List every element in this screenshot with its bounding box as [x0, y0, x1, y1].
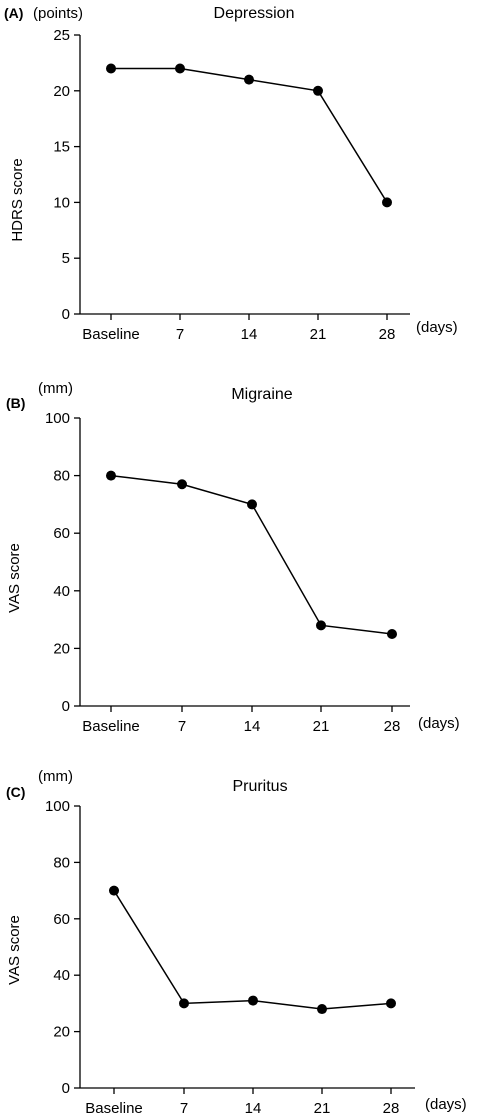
- panel-b-data-point: [247, 499, 257, 510]
- panel-c-x-tick-label: 21: [314, 1100, 331, 1117]
- panel-c-x-ticks: Baseline 7 14 21 28: [85, 1088, 399, 1117]
- panel-b-data-point: [106, 470, 116, 481]
- panel-c: (C) (mm) Pruritus VAS score (days) 0 20 40…: [6, 768, 467, 1117]
- panel-c-axes: [79, 806, 415, 1089]
- panel-b-x-tick-label: 28: [384, 718, 401, 735]
- panel-a-data-point: [175, 63, 185, 74]
- panel-c-x-tick-label: 7: [180, 1100, 188, 1117]
- panel-b-y-tick-label: 100: [45, 410, 70, 427]
- panel-a-x-ticks: Baseline 7 14 21 28: [82, 314, 395, 343]
- panel-b-y-unit: (mm): [38, 380, 73, 397]
- panel-a-series: [106, 63, 392, 208]
- panel-b-data-point: [387, 629, 397, 639]
- panel-c-y-tick-label: 20: [53, 1024, 70, 1041]
- panel-a-title: Depression: [214, 5, 295, 22]
- panel-c-y-unit: (mm): [38, 768, 73, 785]
- panel-b-data-point: [177, 479, 187, 490]
- panel-a-series-line: [111, 67, 388, 203]
- panel-a-y-tick-label: 5: [62, 250, 70, 267]
- panel-b-title: Migraine: [231, 386, 292, 403]
- panel-c-x-tick-label: Baseline: [85, 1100, 143, 1117]
- panel-a-y-tick-label: 15: [53, 139, 70, 156]
- panel-c-data-point: [109, 885, 119, 896]
- panel-c-y-tick-label: 80: [53, 854, 70, 871]
- panel-a-x-tick-label: Baseline: [82, 326, 140, 343]
- panel-a-data-point: [106, 63, 116, 74]
- panel-a-data-point: [313, 85, 323, 96]
- panel-b-y-ticks: 0 20 40 60 80 100: [45, 410, 80, 715]
- panel-b-axes: [79, 418, 410, 707]
- panel-b-y-label: VAS score: [6, 543, 23, 613]
- panel-b-letter: (B): [6, 395, 25, 411]
- panel-c-series: [109, 885, 396, 1015]
- panel-c-x-tick-label: 14: [245, 1100, 262, 1117]
- panel-a-y-tick-label: 0: [62, 306, 70, 323]
- panel-c-y-tick-label: 0: [62, 1080, 70, 1097]
- panel-b-y-tick-label: 20: [53, 640, 70, 657]
- panel-b-x-tick-label: Baseline: [82, 718, 140, 735]
- panel-c-x-unit: (days): [425, 1096, 467, 1113]
- panel-c-y-tick-label: 100: [45, 798, 70, 815]
- panel-b-x-tick-label: 14: [244, 718, 261, 735]
- panel-b-data-point: [316, 620, 326, 631]
- panel-c-data-point: [248, 995, 258, 1006]
- panel-a-x-tick-label: 14: [241, 326, 258, 343]
- panel-b-y-tick-label: 40: [53, 583, 70, 600]
- panel-a: (A) (points) Depression HDRS score (days…: [4, 5, 458, 343]
- panel-c-y-ticks: 0 20 40 60 80 100: [45, 798, 80, 1097]
- panel-c-data-point: [179, 998, 189, 1009]
- panel-b-x-ticks: Baseline 7 14 21 28: [82, 706, 400, 735]
- panel-b-series: [106, 470, 397, 639]
- panel-b: (B) (mm) Migraine VAS score (days) 0 20 40…: [6, 380, 460, 735]
- panel-a-x-unit: (days): [416, 319, 458, 336]
- panel-c-y-tick-label: 60: [53, 911, 70, 928]
- panel-a-y-ticks: 0 5 10 15 20 25: [53, 27, 80, 323]
- panel-c-y-tick-label: 40: [53, 967, 70, 984]
- panel-a-x-tick-label: 21: [310, 326, 327, 343]
- panel-c-series-line: [113, 890, 392, 1010]
- panel-b-x-unit: (days): [418, 715, 460, 732]
- panel-a-data-point: [382, 197, 392, 208]
- panel-a-x-tick-label: 28: [379, 326, 396, 343]
- panel-a-letter: (A): [4, 5, 23, 21]
- panel-a-y-tick-label: 20: [53, 83, 70, 100]
- panel-b-y-tick-label: 80: [53, 468, 70, 485]
- panel-a-x-tick-label: 7: [176, 326, 184, 343]
- panel-a-y-unit: (points): [33, 5, 83, 22]
- panel-c-title: Pruritus: [232, 778, 287, 795]
- panel-c-letter: (C): [6, 784, 25, 800]
- panel-a-data-point: [244, 74, 254, 85]
- panel-c-y-label: VAS score: [6, 915, 23, 985]
- panel-b-x-tick-label: 21: [313, 718, 330, 735]
- panel-a-y-tick-label: 25: [53, 27, 70, 44]
- panel-a-y-label: HDRS score: [9, 158, 26, 241]
- panel-a-y-tick-label: 10: [53, 194, 70, 211]
- panel-c-data-point: [386, 998, 396, 1009]
- panel-b-y-tick-label: 60: [53, 525, 70, 542]
- panel-b-series-line: [110, 474, 393, 635]
- panel-c-data-point: [317, 1004, 327, 1015]
- panel-b-y-tick-label: 0: [62, 698, 70, 715]
- panel-a-axes: [79, 35, 410, 315]
- panel-c-x-tick-label: 28: [383, 1100, 400, 1117]
- panel-b-x-tick-label: 7: [178, 718, 186, 735]
